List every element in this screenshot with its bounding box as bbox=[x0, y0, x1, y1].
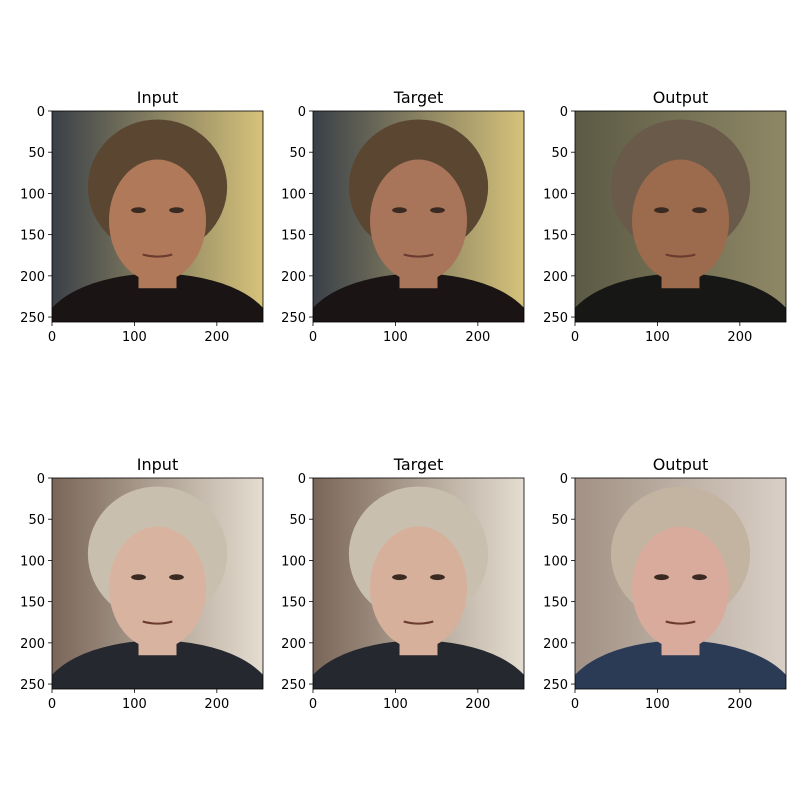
x-tick-label: 200 bbox=[727, 697, 752, 712]
x-tick-label: 0 bbox=[571, 697, 579, 712]
x-tick-label: 200 bbox=[727, 330, 752, 345]
y-tick-label: 50 bbox=[28, 513, 45, 528]
y-tick-label: 150 bbox=[543, 229, 568, 244]
axes-frame bbox=[312, 477, 525, 690]
y-tick-label: 50 bbox=[289, 146, 306, 161]
x-tick-label: 100 bbox=[645, 697, 670, 712]
photo-older-man-target bbox=[313, 478, 524, 689]
y-tick-label: 150 bbox=[20, 596, 45, 611]
x-tick-label: 0 bbox=[309, 330, 317, 345]
y-tick-label: 250 bbox=[281, 678, 306, 693]
y-tick-label: 200 bbox=[281, 637, 306, 652]
y-tick-label: 250 bbox=[543, 678, 568, 693]
y-tick-label: 250 bbox=[281, 311, 306, 326]
y-tick-label: 50 bbox=[551, 146, 568, 161]
y-tick-label: 200 bbox=[543, 270, 568, 285]
y-tick-label: 150 bbox=[543, 596, 568, 611]
y-tick-label: 150 bbox=[281, 229, 306, 244]
y-tick-label: 150 bbox=[20, 229, 45, 244]
axes-frame bbox=[312, 110, 525, 323]
panel-1-1: Target 0 100 200 0 50 100 150 200 250 bbox=[281, 455, 525, 712]
x-tick-label: 100 bbox=[122, 330, 147, 345]
y-tick-label: 100 bbox=[281, 187, 306, 202]
y-tick-label: 100 bbox=[543, 187, 568, 202]
panel-1-0: Input 0 100 200 0 50 100 150 200 250 bbox=[20, 455, 264, 712]
y-tick-label: 250 bbox=[543, 311, 568, 326]
x-tick-label: 200 bbox=[204, 330, 229, 345]
panel-0-0: Input 0 100 200 0 50 100 150 200 250 bbox=[20, 88, 264, 345]
y-tick-label: 200 bbox=[20, 270, 45, 285]
y-tick-label: 150 bbox=[281, 596, 306, 611]
y-tick-label: 200 bbox=[20, 637, 45, 652]
panel-title: Output bbox=[653, 455, 709, 474]
x-tick-label: 200 bbox=[204, 697, 229, 712]
panel-title: Target bbox=[393, 88, 444, 107]
y-tick-label: 0 bbox=[37, 472, 45, 487]
x-tick-label: 0 bbox=[571, 330, 579, 345]
panel-0-1: Target 0 100 200 0 50 100 150 200 250 bbox=[281, 88, 525, 345]
y-tick-label: 250 bbox=[20, 311, 45, 326]
axes-frame bbox=[51, 477, 264, 690]
axes-frame bbox=[574, 477, 787, 690]
axes-frame bbox=[51, 110, 264, 323]
panel-title: Input bbox=[137, 455, 178, 474]
y-tick-label: 200 bbox=[543, 637, 568, 652]
y-tick-label: 0 bbox=[37, 105, 45, 120]
y-tick-label: 0 bbox=[298, 105, 306, 120]
y-tick-label: 0 bbox=[298, 472, 306, 487]
x-tick-label: 100 bbox=[383, 697, 408, 712]
photo-long-haired-man-input bbox=[52, 111, 263, 322]
y-tick-label: 50 bbox=[289, 513, 306, 528]
axes-frame bbox=[574, 110, 787, 323]
x-tick-label: 200 bbox=[465, 330, 490, 345]
y-tick-label: 50 bbox=[551, 513, 568, 528]
panel-1-2: Output 0 100 200 0 50 100 150 200 250 bbox=[543, 455, 787, 712]
photo-older-man-input bbox=[52, 478, 263, 689]
x-tick-label: 100 bbox=[645, 330, 670, 345]
panel-title: Output bbox=[653, 88, 709, 107]
x-tick-label: 0 bbox=[48, 330, 56, 345]
y-tick-label: 250 bbox=[20, 678, 45, 693]
y-tick-label: 100 bbox=[20, 554, 45, 569]
photo-older-man-output bbox=[575, 478, 786, 689]
y-tick-label: 0 bbox=[560, 472, 568, 487]
photo-long-haired-man-output bbox=[575, 111, 786, 322]
y-tick-label: 100 bbox=[543, 554, 568, 569]
y-tick-label: 100 bbox=[281, 554, 306, 569]
x-tick-label: 100 bbox=[122, 697, 147, 712]
y-tick-label: 100 bbox=[20, 187, 45, 202]
x-tick-label: 0 bbox=[48, 697, 56, 712]
x-tick-label: 200 bbox=[465, 697, 490, 712]
y-tick-label: 200 bbox=[281, 270, 306, 285]
x-tick-label: 0 bbox=[309, 697, 317, 712]
panel-title: Target bbox=[393, 455, 444, 474]
y-tick-label: 0 bbox=[560, 105, 568, 120]
panel-0-2: Output 0 100 200 0 50 100 150 200 250 bbox=[543, 88, 787, 345]
y-tick-label: 50 bbox=[28, 146, 45, 161]
panel-title: Input bbox=[137, 88, 178, 107]
x-tick-label: 100 bbox=[383, 330, 408, 345]
photo-long-haired-man-target bbox=[313, 111, 524, 322]
